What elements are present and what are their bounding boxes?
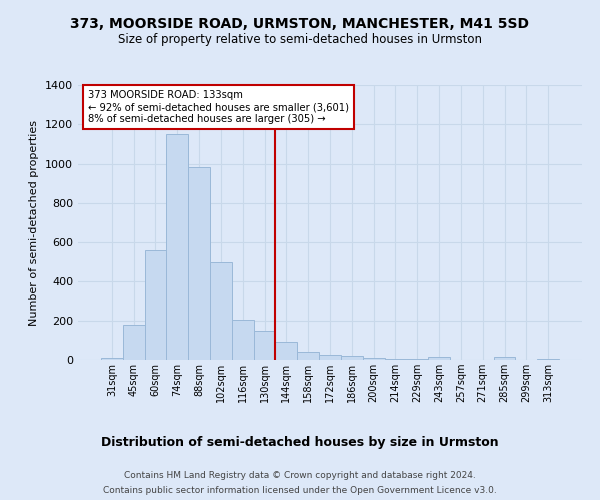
Bar — [363, 358, 385, 360]
Text: 373 MOORSIDE ROAD: 133sqm
← 92% of semi-detached houses are smaller (3,601)
8% o: 373 MOORSIDE ROAD: 133sqm ← 92% of semi-… — [88, 90, 349, 124]
Text: Contains HM Land Registry data © Crown copyright and database right 2024.: Contains HM Land Registry data © Crown c… — [124, 471, 476, 480]
Bar — [188, 168, 210, 360]
Text: Contains public sector information licensed under the Open Government Licence v3: Contains public sector information licen… — [103, 486, 497, 495]
Bar — [123, 324, 145, 360]
Bar — [319, 355, 341, 360]
Text: Distribution of semi-detached houses by size in Urmston: Distribution of semi-detached houses by … — [101, 436, 499, 449]
Bar — [385, 359, 406, 360]
Bar — [406, 359, 428, 360]
Text: 373, MOORSIDE ROAD, URMSTON, MANCHESTER, M41 5SD: 373, MOORSIDE ROAD, URMSTON, MANCHESTER,… — [71, 18, 530, 32]
Text: Size of property relative to semi-detached houses in Urmston: Size of property relative to semi-detach… — [118, 32, 482, 46]
Bar — [210, 262, 232, 360]
Bar — [166, 134, 188, 360]
Bar — [537, 359, 559, 360]
Bar — [101, 358, 123, 360]
Bar — [254, 330, 275, 360]
Bar — [494, 357, 515, 360]
Y-axis label: Number of semi-detached properties: Number of semi-detached properties — [29, 120, 40, 326]
Bar — [428, 357, 450, 360]
Bar — [275, 342, 297, 360]
Bar — [341, 356, 363, 360]
Bar — [232, 320, 254, 360]
Bar — [145, 250, 166, 360]
Bar — [297, 352, 319, 360]
